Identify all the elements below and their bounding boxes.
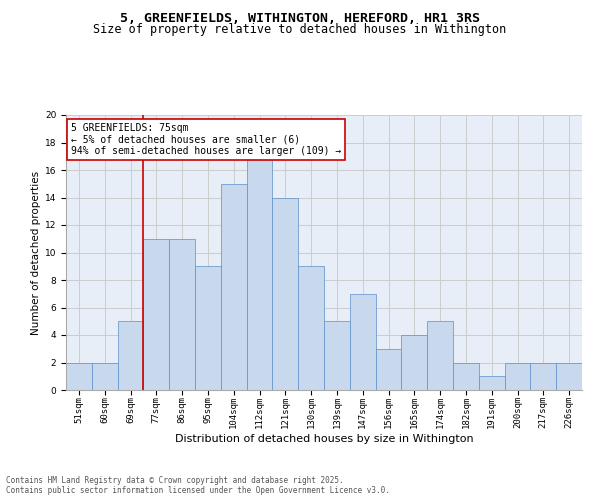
Bar xyxy=(195,266,221,390)
Bar xyxy=(169,239,195,390)
Y-axis label: Number of detached properties: Number of detached properties xyxy=(31,170,41,334)
Bar xyxy=(427,322,453,390)
Bar xyxy=(505,362,530,390)
Bar xyxy=(66,362,92,390)
Bar xyxy=(453,362,479,390)
Bar xyxy=(118,322,143,390)
Bar xyxy=(324,322,350,390)
Bar xyxy=(401,335,427,390)
X-axis label: Distribution of detached houses by size in Withington: Distribution of detached houses by size … xyxy=(175,434,473,444)
Bar xyxy=(272,198,298,390)
Bar xyxy=(350,294,376,390)
Text: Contains HM Land Registry data © Crown copyright and database right 2025.
Contai: Contains HM Land Registry data © Crown c… xyxy=(6,476,390,495)
Text: 5 GREENFIELDS: 75sqm
← 5% of detached houses are smaller (6)
94% of semi-detache: 5 GREENFIELDS: 75sqm ← 5% of detached ho… xyxy=(71,123,341,156)
Bar xyxy=(247,156,272,390)
Bar xyxy=(530,362,556,390)
Bar xyxy=(479,376,505,390)
Text: 5, GREENFIELDS, WITHINGTON, HEREFORD, HR1 3RS: 5, GREENFIELDS, WITHINGTON, HEREFORD, HR… xyxy=(120,12,480,26)
Bar xyxy=(556,362,582,390)
Bar xyxy=(143,239,169,390)
Bar xyxy=(376,349,401,390)
Bar xyxy=(298,266,324,390)
Bar xyxy=(92,362,118,390)
Text: Size of property relative to detached houses in Withington: Size of property relative to detached ho… xyxy=(94,22,506,36)
Bar xyxy=(221,184,247,390)
